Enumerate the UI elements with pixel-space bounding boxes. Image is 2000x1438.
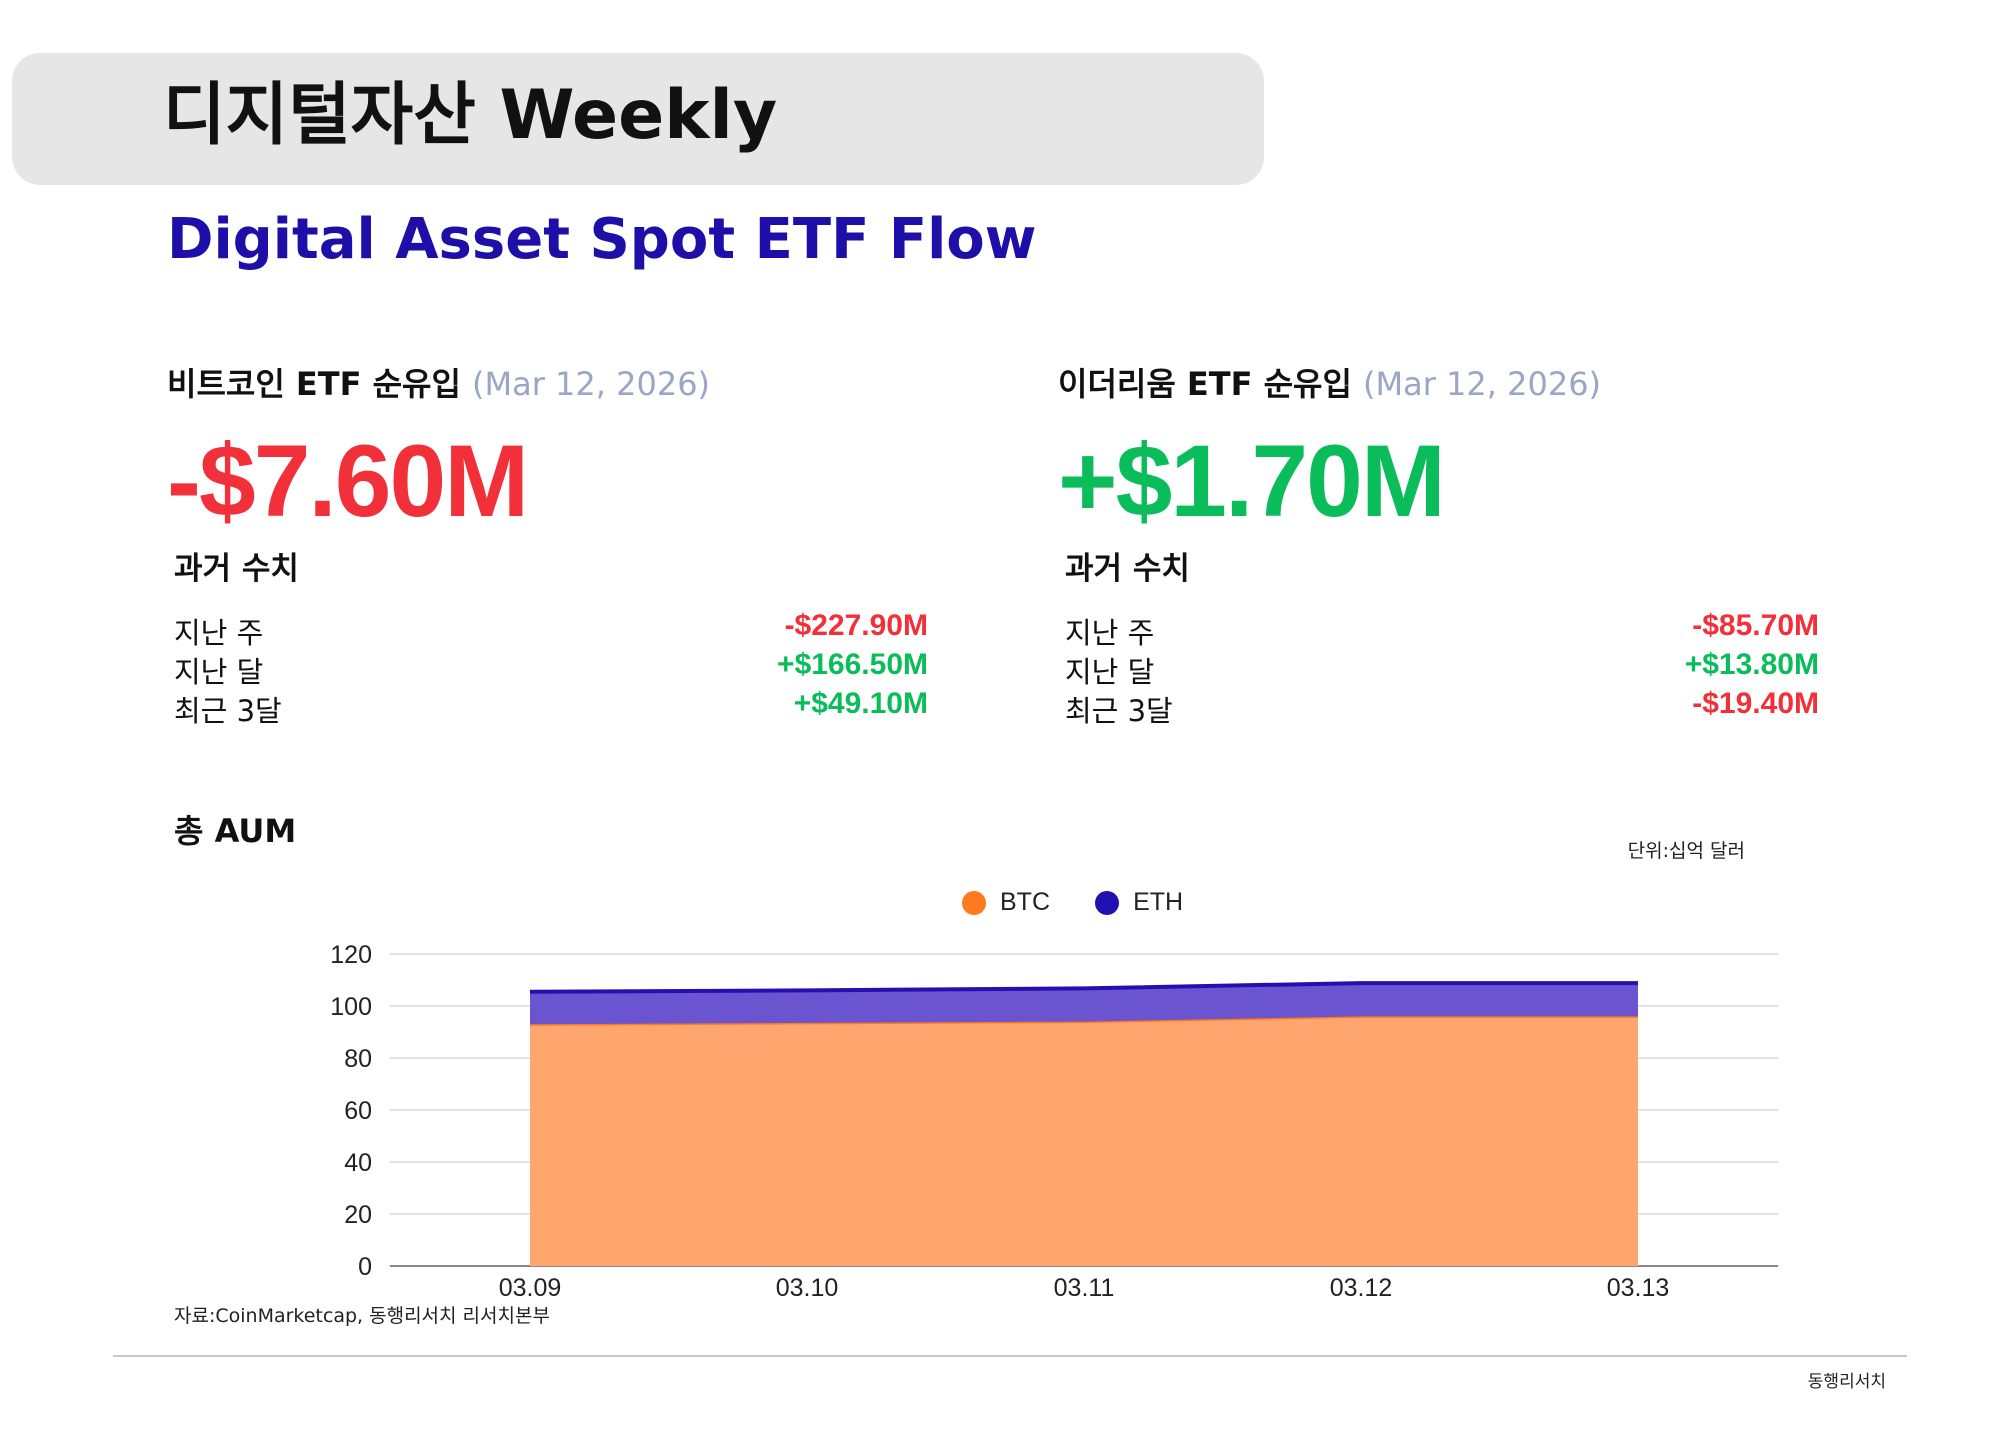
btc-past-row: 지난 달 +$166.50M [174, 650, 928, 689]
eth-etf-panel: 이더리움 ETF 순유입 (Mar 12, 2026) +$1.70M 과거 수… [1058, 368, 1819, 738]
x-tick-label: 03.11 [1054, 1274, 1115, 1302]
x-tick-label: 03.10 [776, 1274, 839, 1302]
footer-divider [113, 1355, 1907, 1357]
page-title: 디지털자산 Weekly [163, 76, 778, 155]
btc-past-row-value: +$166.50M [777, 648, 928, 681]
page-subtitle: Digital Asset Spot ETF Flow [167, 207, 1037, 272]
chart-areas [529, 981, 1638, 1266]
chart-legend: BTC ETH [962, 888, 1223, 918]
y-tick-label: 80 [344, 1045, 372, 1073]
legend-label-eth: ETH [1133, 888, 1184, 916]
btc-etf-panel: 비트코인 ETF 순유입 (Mar 12, 2026) -$7.60M 과거 수… [167, 368, 928, 738]
eth-past-row: 최근 3달 -$19.40M [1065, 689, 1819, 728]
footer-brand: 동행리서치 [1807, 1372, 1886, 1392]
y-tick-label: 100 [330, 993, 372, 1021]
y-tick-label: 120 [330, 941, 372, 969]
eth-past-row-label: 최근 3달 [1065, 694, 1173, 728]
btc-past-row-label: 지난 주 [174, 616, 264, 650]
btc-past-list: 지난 주 -$227.90M 지난 달 +$166.50M 최근 3달 +$49… [174, 611, 928, 728]
eth-past-list: 지난 주 -$85.70M 지난 달 +$13.80M 최근 3달 -$19.4… [1065, 611, 1819, 728]
x-tick-label: 03.13 [1607, 1274, 1670, 1302]
btc-panel-date: (Mar 12, 2026) [472, 365, 711, 403]
btc-past-row-value: +$49.10M [793, 687, 928, 720]
eth-line [529, 981, 1638, 994]
unit-label: 단위:십억 달러 [1627, 840, 1745, 862]
legend-item-btc[interactable]: BTC [962, 888, 1050, 917]
btc-past-title: 과거 수치 [174, 551, 299, 587]
y-tick-label: 0 [358, 1253, 372, 1281]
btc-past-row-label: 최근 3달 [174, 694, 282, 728]
btc-past-row-label: 지난 달 [174, 655, 264, 689]
chart-axes: 0 20 40 60 80 100 120 03.09 03.10 03.11 03.12 03.13 [330, 941, 1669, 1302]
eth-past-row-value: -$19.40M [1692, 687, 1819, 720]
btc-net-flow-value: -$7.60M [167, 424, 529, 538]
eth-past-title: 과거 수치 [1065, 551, 1190, 587]
legend-swatch-eth [1095, 890, 1120, 915]
btc-past-row: 최근 3달 +$49.10M [174, 689, 928, 728]
eth-past-row-value: +$13.80M [1684, 648, 1819, 681]
eth-past-row-value: -$85.70M [1692, 609, 1819, 642]
eth-past-row: 지난 주 -$85.70M [1065, 611, 1819, 650]
legend-swatch-btc [962, 890, 986, 915]
eth-panel-label: 이더리움 ETF 순유입 [1058, 365, 1352, 403]
eth-net-flow-value: +$1.70M [1058, 424, 1446, 538]
eth-past-row-label: 지난 달 [1065, 655, 1155, 689]
aum-title: 총 AUM [174, 812, 297, 850]
eth-past-row-label: 지난 주 [1065, 616, 1155, 650]
eth-panel-date: (Mar 12, 2026) [1363, 365, 1602, 403]
legend-label-btc: BTC [1000, 888, 1050, 916]
source-note: 자료:CoinMarketcap, 동행리서치 리서치본부 [174, 1305, 550, 1327]
y-tick-label: 60 [344, 1097, 372, 1125]
x-tick-label: 03.09 [499, 1274, 562, 1302]
eth-area [530, 983, 1638, 1025]
btc-past-row: 지난 주 -$227.90M [174, 611, 928, 650]
title-banner [12, 53, 1264, 185]
x-tick-label: 03.12 [1330, 1274, 1393, 1302]
btc-panel-header: 비트코인 ETF 순유입 (Mar 12, 2026) [167, 368, 710, 400]
legend-item-eth[interactable]: ETH [1095, 888, 1183, 917]
eth-panel-header: 이더리움 ETF 순유입 (Mar 12, 2026) [1058, 368, 1601, 400]
y-tick-label: 20 [344, 1201, 372, 1229]
y-tick-label: 40 [344, 1149, 372, 1177]
btc-past-row-value: -$227.90M [784, 609, 928, 642]
eth-past-row: 지난 달 +$13.80M [1065, 650, 1819, 689]
btc-panel-label: 비트코인 ETF 순유입 [167, 365, 461, 403]
btc-area [530, 1016, 1638, 1266]
